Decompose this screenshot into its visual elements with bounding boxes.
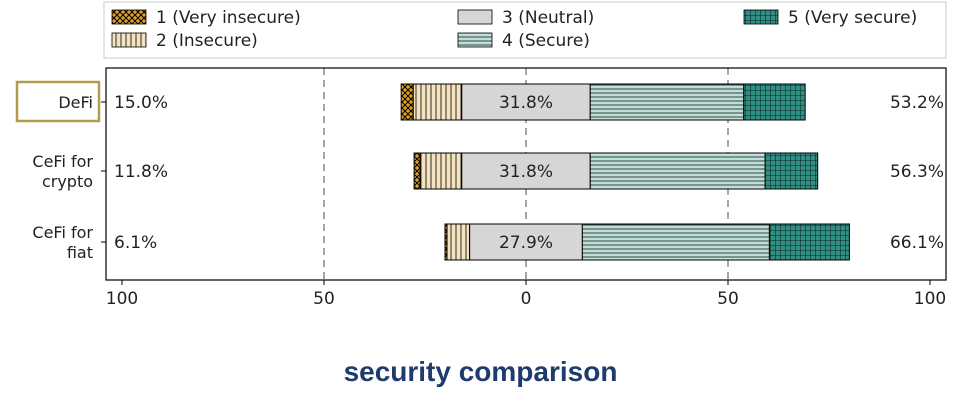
legend-label-5: 5 (Very secure): [788, 8, 917, 28]
x-axis: 100 50 0 50 100: [106, 280, 946, 309]
bar-segment-1-2: [412, 83, 463, 121]
bar-segment-1-4: [589, 83, 745, 121]
left-percent-label: 15.0%: [114, 93, 168, 113]
x-tick-label: 50: [313, 289, 335, 309]
legend-label-3: 3 (Neutral): [502, 8, 594, 28]
legend-label-4: 4 (Secure): [502, 31, 590, 51]
y-tick-label-line: CeFi for: [32, 223, 93, 242]
bar-segment-1-3: [461, 83, 591, 121]
bars: [400, 83, 850, 261]
bar-segment-3-5: [768, 223, 850, 261]
bar-segment-3-3: [469, 223, 583, 261]
legend-label-2: 2 (Insecure): [156, 31, 258, 51]
y-tick-label: CeFi for crypto: [32, 152, 93, 191]
chart-caption: security comparison: [343, 356, 618, 387]
bar-segment-2-4: [589, 152, 766, 190]
highlight-box: [15, 80, 101, 123]
legend-swatch-3: [457, 9, 493, 25]
legend-swatch-5: [743, 9, 779, 25]
bar-segment-3-4: [581, 223, 770, 261]
legend-swatch-4: [457, 32, 493, 48]
x-tick-label: 0: [521, 289, 532, 309]
bar-segment-2-5: [764, 152, 819, 190]
legend: 1 (Very insecure) 2 (Insecure) 3 (Neutral)…: [103, 1, 947, 59]
x-tick-label: 100: [106, 289, 138, 309]
y-tick-label: DeFi: [58, 93, 93, 112]
bar-segment-1-5: [743, 83, 806, 121]
legend-box: [103, 1, 947, 59]
x-tick-label: 50: [717, 289, 739, 309]
left-percent-label: 11.8%: [114, 162, 168, 182]
y-tick-label-line: CeFi for: [32, 152, 93, 171]
y-tick-label-line: crypto: [42, 172, 93, 191]
right-percent-label: 66.1%: [890, 233, 944, 253]
bar-segment-2-1: [413, 152, 421, 190]
y-tick-label-line: fiat: [67, 243, 93, 262]
right-percent-label: 53.2%: [890, 93, 944, 113]
x-tick-label: 100: [914, 289, 946, 309]
legend-label-1: 1 (Very insecure): [156, 8, 301, 28]
bar-segment-2-2: [419, 152, 463, 190]
bar-segment-1-1: [400, 83, 414, 121]
legend-swatch-2: [111, 32, 147, 48]
legend-swatch-1: [111, 9, 147, 25]
bar-labels: 15.0% 31.8% 53.2% 11.8% 31.8% 56.3% 6.1% 27.9% 6…: [114, 93, 944, 253]
right-percent-label: 56.3%: [890, 162, 944, 182]
neutral-percent-label: 31.8%: [499, 93, 553, 113]
bar-segment-3-2: [446, 223, 471, 261]
y-tick-label: CeFi for fiat: [32, 223, 93, 262]
y-tick-label-line: DeFi: [58, 93, 93, 112]
neutral-percent-label: 27.9%: [499, 233, 553, 253]
left-percent-label: 6.1%: [114, 233, 157, 253]
neutral-percent-label: 31.8%: [499, 162, 553, 182]
